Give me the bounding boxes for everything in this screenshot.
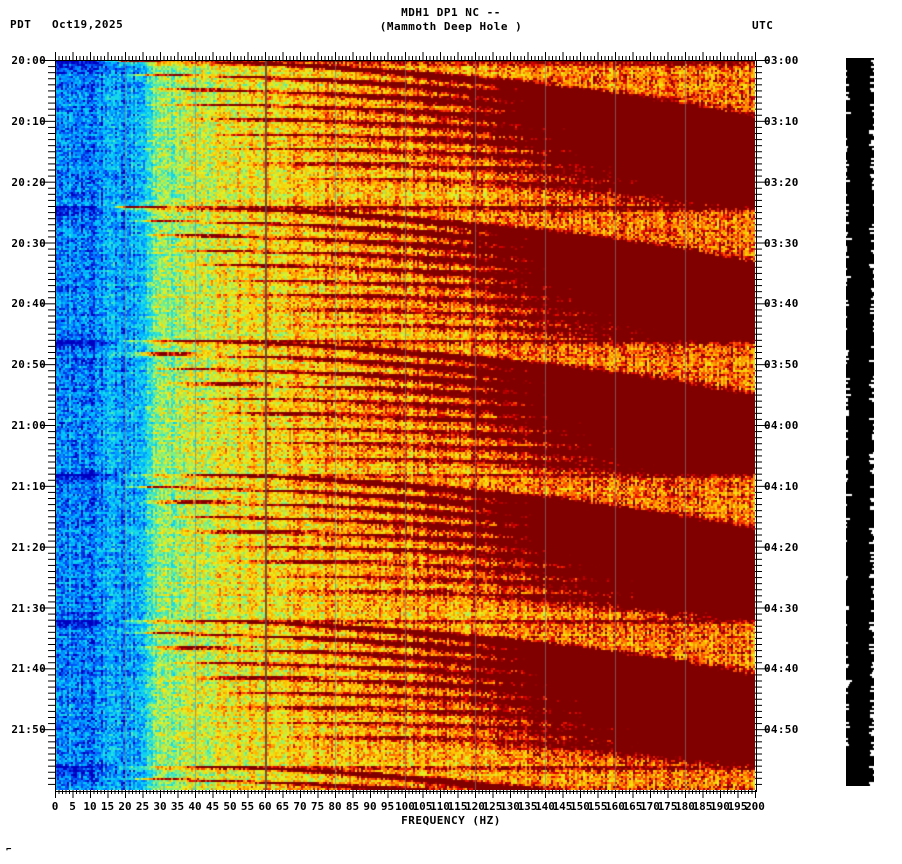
y-axis-left-tick-label: 21:40 [11, 662, 46, 676]
x-axis-tick-label: 115 [447, 800, 468, 813]
y-axis-right-tick-label: 03:20 [764, 175, 799, 189]
y-axis-left-tick-label: 20:00 [11, 54, 46, 67]
y-axis-left-tick-label: 21:10 [11, 479, 46, 493]
x-axis-tick-label: 150 [570, 800, 590, 813]
y-axis-right-tick-label: 04:40 [764, 662, 799, 676]
x-axis-tick-label: 80 [328, 800, 342, 813]
x-axis-tick-label: 60 [258, 800, 272, 813]
x-axis-tick-label: 25 [135, 800, 150, 813]
y-axis-right-tick-label: 04:00 [764, 419, 799, 432]
timezone-label-right: UTC [752, 19, 774, 32]
x-axis-tick-label: 120 [465, 800, 485, 813]
x-axis-tick-label: 140 [535, 800, 555, 813]
x-axis-tick-label: 155 [587, 800, 608, 813]
page-subtitle: (Mammoth Deep Hole ) [379, 20, 523, 33]
x-axis-tick-label: 110 [430, 800, 450, 813]
x-axis-tick-label: 35 [170, 800, 185, 813]
x-axis-tick-label: 135 [517, 800, 538, 813]
y-axis-right-tick-label: 04:30 [764, 601, 799, 615]
x-axis-tick-label: 145 [552, 800, 573, 813]
y-axis-right-tick-label: 03:40 [764, 297, 799, 311]
x-axis-tick-label: 5 [69, 800, 76, 813]
x-axis-tick-label: 95 [380, 800, 395, 813]
y-axis-left-tick-label: 21:50 [11, 723, 46, 737]
x-axis-tick-label: 70 [293, 800, 307, 813]
x-axis-tick-label: 160 [605, 800, 625, 813]
y-axis-left-tick-label: 20:40 [11, 297, 46, 311]
y-axis-right-tick-label: 03:30 [764, 236, 799, 250]
x-axis-tick-label: 20 [118, 800, 132, 813]
x-axis-tick-label: 100 [395, 800, 415, 813]
x-axis-tick-label: 15 [100, 800, 115, 813]
x-axis-tick-label: 10 [83, 800, 97, 813]
x-axis-tick-label: 185 [692, 800, 713, 813]
spectrogram-canvas [55, 60, 755, 790]
y-axis-right-tick-label: 04:50 [764, 723, 799, 737]
x-axis-tick-label: 200 [745, 800, 765, 813]
y-axis-left-tick-label: 21:20 [11, 540, 46, 554]
black-noise-strip [846, 58, 874, 786]
y-axis-left-tick-label: 21:30 [11, 601, 46, 615]
y-axis-right-tick-label: 03:50 [764, 358, 799, 372]
x-axis-tick-label: 90 [363, 800, 377, 813]
x-axis-tick-label: 45 [205, 800, 220, 813]
x-axis-tick-label: 40 [188, 800, 202, 813]
y-axis-right-tick-label: 04:20 [764, 540, 799, 554]
y-axis-left-tick-label: 20:50 [11, 358, 46, 372]
x-axis-tick-label: 130 [500, 800, 520, 813]
date-label: Oct19,2025 [52, 18, 124, 31]
x-axis-tick-label: 125 [482, 800, 503, 813]
corner-artifact-mark: ⌐ [6, 845, 12, 855]
y-axis-right-tick-label: 04:10 [764, 479, 799, 493]
x-axis-title: FREQUENCY (HZ) [401, 814, 501, 827]
x-axis-tick-label: 105 [412, 800, 433, 813]
x-axis-tick-label: 85 [345, 800, 360, 813]
x-axis-tick-label: 65 [275, 800, 290, 813]
x-axis-tick-label: 170 [640, 800, 660, 813]
y-axis-left-tick-label: 21:00 [11, 419, 46, 432]
x-axis-tick-label: 30 [153, 800, 167, 813]
y-axis-left-tick-label: 20:10 [11, 114, 46, 128]
y-axis-left-tick-label: 20:30 [11, 236, 46, 250]
spectrogram-plot-area [55, 60, 755, 790]
x-axis-tick-label: 180 [675, 800, 695, 813]
x-axis-tick-label: 175 [657, 800, 678, 813]
y-axis-left-tick-label: 20:20 [11, 175, 46, 189]
x-axis-tick-label: 75 [310, 800, 325, 813]
y-axis-right-tick-label: 03:10 [764, 114, 799, 128]
x-axis-tick-label: 0 [51, 800, 59, 813]
x-axis-tick-label: 190 [710, 800, 730, 813]
x-axis-tick-label: 195 [727, 800, 748, 813]
x-axis-tick-label: 165 [622, 800, 643, 813]
y-axis-right-tick-label: 03:00 [764, 54, 799, 67]
x-axis-tick-label: 50 [223, 800, 237, 813]
timezone-label-left: PDT [10, 18, 32, 31]
page-title: MDH1 DP1 NC -- [401, 6, 501, 19]
x-axis-tick-label: 55 [240, 800, 255, 813]
